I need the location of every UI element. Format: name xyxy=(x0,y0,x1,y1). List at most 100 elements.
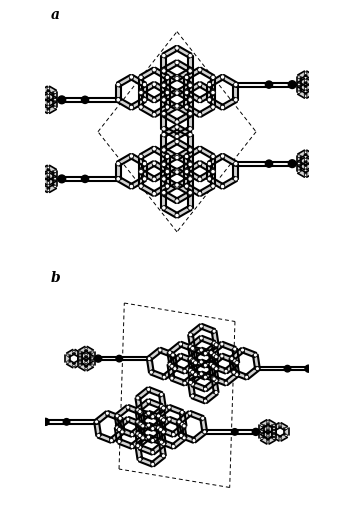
Circle shape xyxy=(85,354,87,356)
Polygon shape xyxy=(298,162,307,170)
Circle shape xyxy=(167,405,171,409)
Circle shape xyxy=(304,151,307,153)
Circle shape xyxy=(129,105,133,110)
Circle shape xyxy=(311,162,314,165)
Circle shape xyxy=(116,161,120,166)
Polygon shape xyxy=(136,423,150,436)
Circle shape xyxy=(175,199,179,203)
Polygon shape xyxy=(192,346,206,356)
Circle shape xyxy=(220,342,224,346)
Circle shape xyxy=(311,83,314,86)
Circle shape xyxy=(189,333,193,337)
Circle shape xyxy=(189,345,193,349)
Polygon shape xyxy=(176,104,192,115)
Polygon shape xyxy=(85,357,93,365)
Circle shape xyxy=(311,162,314,165)
Polygon shape xyxy=(180,342,194,352)
Polygon shape xyxy=(14,413,22,421)
Circle shape xyxy=(204,387,207,391)
Circle shape xyxy=(214,391,218,395)
Circle shape xyxy=(147,357,151,360)
Circle shape xyxy=(152,191,156,196)
Polygon shape xyxy=(162,69,178,81)
Polygon shape xyxy=(151,406,165,418)
Circle shape xyxy=(311,76,314,79)
Polygon shape xyxy=(312,368,317,375)
Polygon shape xyxy=(139,445,154,455)
Polygon shape xyxy=(204,391,218,403)
Circle shape xyxy=(54,99,56,101)
Polygon shape xyxy=(140,161,155,173)
Polygon shape xyxy=(304,83,314,91)
Polygon shape xyxy=(208,98,224,110)
Polygon shape xyxy=(185,91,201,102)
Circle shape xyxy=(221,105,225,110)
Circle shape xyxy=(189,368,193,373)
Circle shape xyxy=(188,82,192,87)
Circle shape xyxy=(20,427,22,430)
Circle shape xyxy=(26,421,29,424)
Polygon shape xyxy=(207,85,212,100)
Circle shape xyxy=(199,360,203,364)
Polygon shape xyxy=(188,382,195,396)
Circle shape xyxy=(95,355,102,362)
Polygon shape xyxy=(140,147,155,159)
Circle shape xyxy=(188,83,192,87)
Circle shape xyxy=(79,357,81,359)
Polygon shape xyxy=(107,411,121,421)
Polygon shape xyxy=(153,105,169,117)
Circle shape xyxy=(188,147,192,151)
Circle shape xyxy=(232,428,238,435)
Circle shape xyxy=(179,354,183,358)
Polygon shape xyxy=(162,177,178,189)
Circle shape xyxy=(175,154,179,158)
Circle shape xyxy=(192,438,196,443)
Polygon shape xyxy=(161,164,166,179)
Circle shape xyxy=(34,170,36,172)
Circle shape xyxy=(129,154,133,158)
Polygon shape xyxy=(153,170,169,181)
Circle shape xyxy=(142,161,147,166)
Circle shape xyxy=(188,97,192,102)
Circle shape xyxy=(175,184,179,189)
Circle shape xyxy=(32,431,35,433)
Circle shape xyxy=(170,364,174,368)
Polygon shape xyxy=(162,127,178,139)
Polygon shape xyxy=(188,335,195,349)
Circle shape xyxy=(34,91,36,93)
Circle shape xyxy=(188,161,192,166)
Circle shape xyxy=(162,375,166,379)
Polygon shape xyxy=(162,46,178,57)
Polygon shape xyxy=(200,372,215,381)
Polygon shape xyxy=(40,165,50,173)
Polygon shape xyxy=(311,75,320,83)
Circle shape xyxy=(233,359,237,363)
Polygon shape xyxy=(199,91,214,102)
Circle shape xyxy=(183,369,187,373)
Polygon shape xyxy=(153,147,169,159)
Polygon shape xyxy=(310,160,315,168)
Circle shape xyxy=(232,370,236,374)
Polygon shape xyxy=(189,360,203,373)
Polygon shape xyxy=(224,361,238,373)
Circle shape xyxy=(159,427,162,432)
Circle shape xyxy=(91,351,93,353)
Polygon shape xyxy=(117,177,133,189)
Polygon shape xyxy=(32,410,41,417)
Circle shape xyxy=(175,60,179,65)
Circle shape xyxy=(26,420,29,423)
Circle shape xyxy=(40,170,43,173)
Polygon shape xyxy=(185,82,201,94)
Circle shape xyxy=(285,427,287,430)
Polygon shape xyxy=(188,149,193,164)
Circle shape xyxy=(212,365,216,369)
Circle shape xyxy=(188,191,192,196)
Circle shape xyxy=(304,79,307,82)
Circle shape xyxy=(311,91,314,93)
Circle shape xyxy=(138,457,142,461)
Circle shape xyxy=(175,139,179,144)
Polygon shape xyxy=(297,84,301,92)
Circle shape xyxy=(313,361,316,363)
Polygon shape xyxy=(162,75,178,86)
Circle shape xyxy=(194,373,198,377)
